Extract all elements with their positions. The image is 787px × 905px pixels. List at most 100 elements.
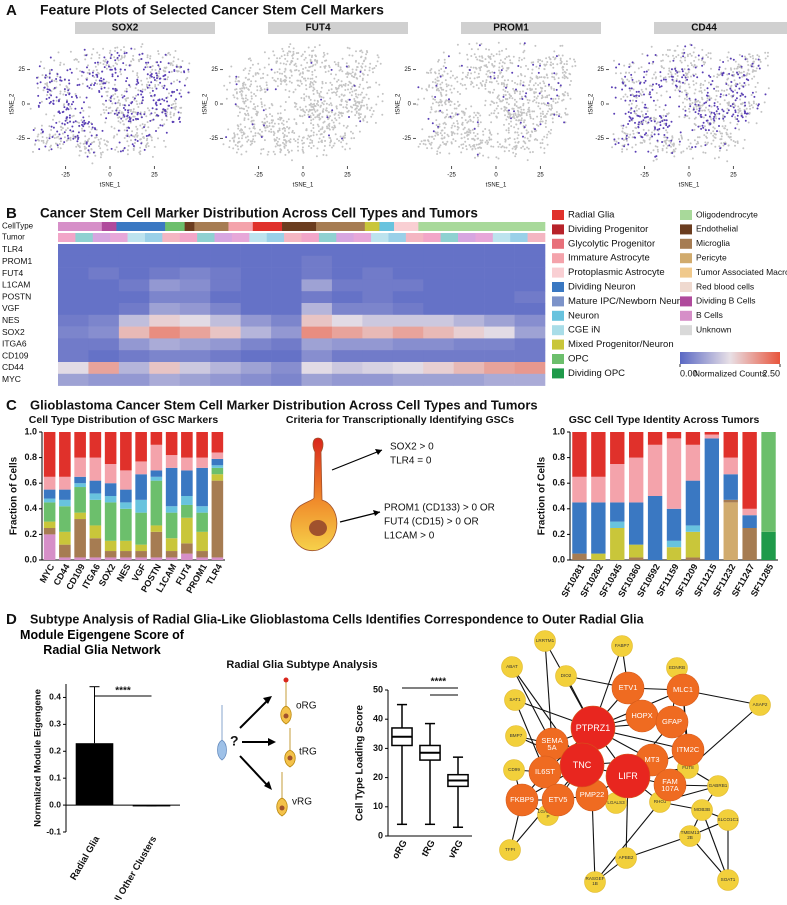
network-node-label-box: ASAP2: [753, 702, 768, 707]
network-node: [691, 799, 713, 821]
heatmap-cell: [118, 362, 150, 375]
bar-segment: [135, 557, 147, 560]
significance: ****: [431, 677, 447, 688]
network-node-label: ETV5: [548, 795, 568, 805]
bar-segment: [610, 521, 625, 528]
heatmap-row-label: VGF: [2, 303, 19, 313]
tumor-strip: [388, 233, 407, 242]
heatmap-cell: [179, 326, 211, 339]
heatmap-cell: [484, 291, 515, 304]
heatmap-cell: [331, 255, 363, 268]
heatmap-cell: [118, 373, 150, 386]
gene-header: FUT4: [306, 23, 331, 34]
bar-segment: [89, 432, 102, 458]
bar-segment: [704, 438, 720, 560]
y-tick-label: 0.2: [552, 529, 565, 539]
legend-label: OPC: [568, 354, 589, 365]
x-tick-label: -25: [447, 173, 456, 179]
bar-segment: [211, 557, 224, 560]
bar-segment: [59, 531, 71, 545]
gene-header-bar: [268, 22, 408, 34]
x-tick-label: 25: [537, 173, 544, 179]
tumor-strip: [440, 233, 459, 242]
x-tick-label: vRG: [446, 838, 465, 860]
network-node: [501, 656, 523, 678]
heatmap-cell: [392, 267, 424, 280]
bar-segment: [196, 551, 208, 558]
y-axis-label: tSNE_2: [10, 93, 16, 114]
heatmap-cell: [58, 303, 89, 316]
heatmap-cell: [453, 255, 485, 268]
y-axis-label: tSNE_2: [396, 93, 402, 114]
bar-segment: [104, 502, 117, 541]
bar-segment: [181, 543, 193, 554]
heatmap-cell: [149, 362, 181, 375]
bar-segment: [150, 531, 163, 558]
bar-segment: [666, 438, 682, 509]
bar-segment: [591, 476, 606, 503]
gene-header-bar: [461, 22, 601, 34]
heatmap-cell: [179, 291, 211, 304]
heatmap-cell: [88, 255, 120, 268]
y-tick-label: 30: [373, 743, 383, 753]
heatmap-cell: [392, 338, 424, 351]
y-tick-label: -25: [595, 136, 604, 142]
heatmap-cell: [271, 326, 302, 339]
bar-segment: [43, 476, 56, 490]
heatmap-cell: [118, 291, 150, 304]
bar-segment: [181, 504, 193, 518]
heatmap-cell: [210, 291, 241, 304]
heatmap-cell: [453, 303, 485, 316]
bar-segment: [723, 432, 738, 458]
heatmap-cell: [149, 244, 181, 257]
annotation-row-label: Tumor: [2, 233, 25, 242]
network-node-label-box: BMP7: [510, 733, 523, 738]
tumor-strip: [58, 233, 76, 242]
network-node-label-box: FUT8: [682, 765, 693, 770]
heatmap-cell: [179, 338, 211, 351]
heatmap-cell: [88, 244, 120, 257]
bar-segment: [89, 557, 102, 560]
legend-swatch: [680, 325, 692, 336]
bar-segment: [685, 525, 701, 532]
bar-segment: [89, 480, 102, 494]
heatmap-cell: [392, 244, 424, 257]
x-tick-label: 25: [151, 173, 158, 179]
heatmap-cell: [179, 244, 211, 257]
cell-points: [29, 43, 191, 165]
network-node: [584, 871, 606, 893]
bar-segment: [150, 476, 163, 481]
heatmap-cell: [453, 326, 485, 339]
heatmap-cell: [453, 314, 485, 327]
bar-segment: [211, 432, 224, 453]
legend-label: Protoplasmic Astrocyte: [568, 267, 665, 278]
bar-segment: [610, 432, 625, 464]
network-node-label-box: FKBP9: [510, 796, 534, 804]
network-node: [505, 783, 539, 817]
heatmap-cell: [58, 291, 89, 304]
heatmap-cell: [453, 267, 485, 280]
bar-segment: [120, 508, 132, 541]
legend-label: Dividing B Cells: [696, 296, 756, 306]
gene-header: CD44: [691, 23, 717, 34]
positive-cell-points: [610, 44, 767, 158]
bar-segment: [666, 432, 682, 439]
bar-segment: [104, 496, 117, 503]
network-node-label-box: MOB3B: [694, 807, 710, 812]
heatmap-cell: [301, 303, 333, 316]
bar-segment: [196, 457, 208, 468]
bar-segment: [196, 506, 208, 513]
heatmap-row-label: L1CAM: [2, 280, 30, 290]
bar-segment: [59, 476, 71, 490]
heatmap-cell: [88, 303, 120, 316]
network-node-label-box: TMEM132B: [681, 831, 700, 840]
heatmap-cell: [301, 244, 333, 257]
network-node-label: MLC1: [672, 685, 693, 695]
legend-label: B Cells: [696, 310, 723, 320]
celltype-strip: [228, 222, 254, 231]
bar-segment: [628, 502, 644, 545]
heatmap-cell: [271, 244, 302, 257]
network-node-label: TFPI: [505, 846, 515, 852]
bar-segment: [89, 457, 102, 481]
heatmap-cell: [392, 373, 424, 386]
